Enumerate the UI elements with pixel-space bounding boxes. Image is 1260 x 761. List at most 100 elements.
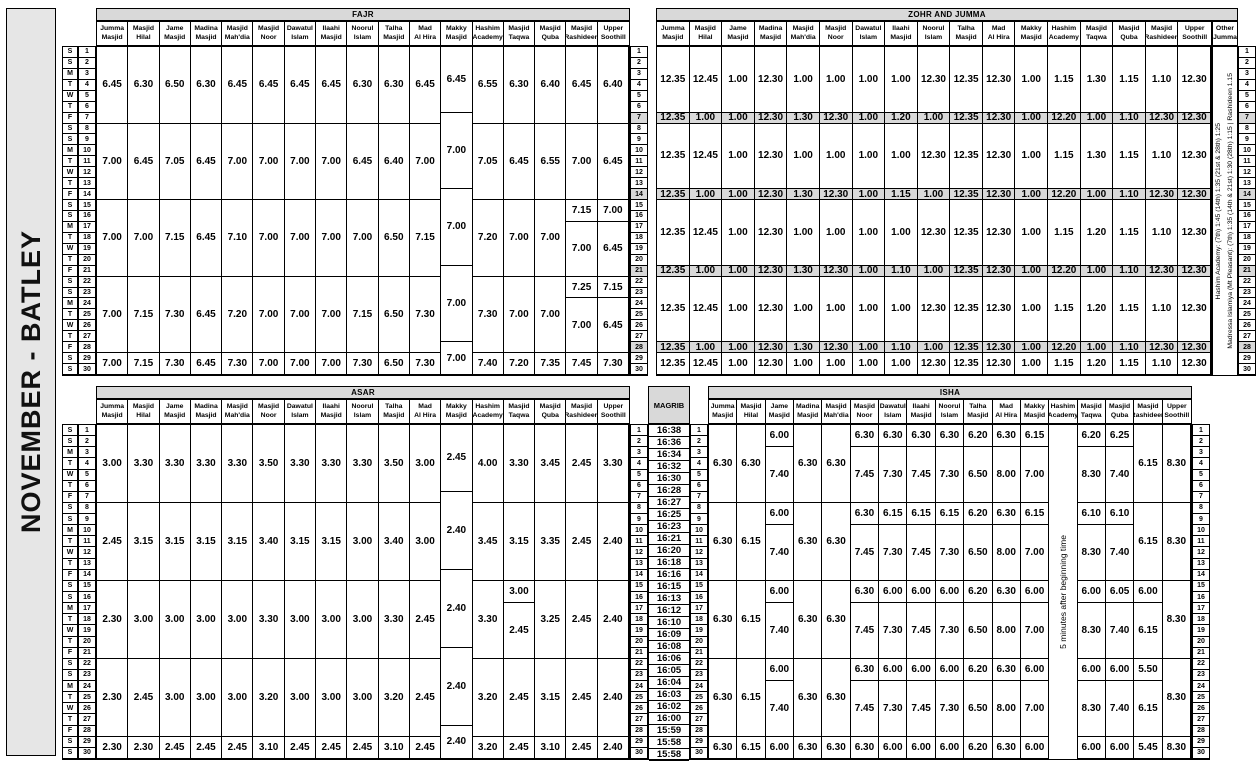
time-cell: 7.30	[935, 525, 965, 581]
time-cell: 7.00	[566, 221, 598, 277]
time-cell: 12.20	[1048, 342, 1081, 354]
time-cell: 1.00	[689, 112, 723, 124]
time-cell: 6.00	[879, 736, 908, 759]
time-cell: 1.00	[819, 123, 853, 190]
day-number: 4	[631, 458, 647, 470]
time-cell: 6.00	[879, 580, 908, 604]
day-number: 8	[631, 503, 647, 515]
time-cell: 7.15	[128, 276, 160, 354]
time-cell: 1.15	[1113, 276, 1146, 343]
day-number: 22	[79, 277, 95, 288]
time-cell: 1.00	[917, 265, 951, 277]
day-number: 23	[691, 670, 707, 682]
time-cell: 1.00	[722, 200, 755, 266]
time-cell: 6.00	[907, 658, 936, 682]
time-cell: 1.30	[787, 342, 820, 354]
time-cell: 1.00	[885, 200, 918, 266]
day-number: 16:06	[649, 653, 689, 665]
zohr-header-row: Jumma Masjid Masjid Hilal Jame Masjid Madina Ma…	[656, 21, 1212, 46]
day-number: 24	[631, 681, 647, 693]
time-cell: 2.40	[441, 569, 473, 648]
day-number: 26	[79, 320, 95, 332]
day-number: 4	[1193, 458, 1209, 470]
isha-right-day-number-column: 1 2 3 4 5 6 7 8 9 10 11 12 13 14 15 16 17 18 19 20 21 22 23 24 2…	[1192, 424, 1210, 760]
time-cell: 6.45	[347, 123, 379, 201]
time-cell: 12.35	[950, 112, 983, 124]
time-cell: 8.00	[992, 525, 1021, 581]
day-number: 5	[79, 470, 95, 481]
day-number: 16:08	[649, 641, 689, 653]
day-number: 16:13	[649, 593, 689, 605]
day-number: 16:25	[649, 509, 689, 521]
zohr-title-bar: ZOHR AND JUMMA	[656, 8, 1238, 21]
time-cell: 12.30	[1178, 265, 1211, 277]
time-cell: 2.45	[566, 580, 598, 659]
time-cell: 1.20	[885, 112, 918, 124]
time-cell: 2.40	[441, 647, 473, 726]
time-cell: 7.45	[850, 447, 880, 503]
time-cell: 7.15	[597, 276, 629, 299]
day-number: 15	[79, 200, 95, 211]
time-cell: 6.15	[1020, 502, 1050, 526]
day-number: 7	[631, 492, 647, 503]
day-number: 3	[1239, 69, 1255, 80]
time-cell: 2.45	[190, 736, 223, 759]
time-cell: 6.20	[964, 580, 993, 604]
time-cell: 7.45	[566, 353, 598, 375]
time-cell: 1.10	[1145, 123, 1179, 190]
time-cell: 7.00	[441, 112, 473, 190]
day-letter: T	[63, 255, 77, 266]
time-cell: 6.15	[1134, 603, 1163, 659]
time-cell: 3.30	[378, 580, 410, 659]
time-cell: 7.00	[253, 200, 285, 277]
day-number: 21	[631, 265, 647, 277]
time-cell: 12.30	[1178, 276, 1211, 343]
time-cell: 6.45	[566, 47, 598, 124]
day-number: 7	[631, 112, 647, 124]
column-header: Mad Al Hira	[410, 22, 442, 45]
time-cell: 6.45	[253, 47, 285, 124]
time-cell: 1.00	[689, 265, 723, 277]
day-number: 3	[631, 447, 647, 459]
time-cell: 12.30	[819, 112, 853, 124]
time-cell: 8.30	[1162, 425, 1191, 503]
day-number: 8	[1239, 124, 1255, 135]
time-cell: 2.45	[441, 425, 473, 492]
time-cell: 12.20	[1048, 112, 1081, 124]
time-cell: 7.00	[566, 298, 598, 354]
time-cell: 6.40	[535, 47, 567, 124]
time-cell: 7.30	[935, 603, 965, 659]
time-cell: 3.30	[253, 580, 285, 659]
time-cell: 12.30	[982, 123, 1016, 190]
time-cell: 7.45	[850, 525, 880, 581]
day-number: 16:03	[649, 689, 689, 701]
time-cell: 3.00	[284, 580, 317, 659]
time-cell: 7.15	[347, 276, 379, 354]
time-cell: 12.30	[1178, 112, 1211, 124]
day-number: 22	[1193, 659, 1209, 670]
column-header: Madina Masjid	[191, 400, 223, 423]
day-number: 15	[1193, 581, 1209, 592]
time-cell: 1.10	[1113, 265, 1146, 277]
day-number: 23	[79, 288, 95, 299]
day-number: 18	[79, 233, 95, 244]
day-letter: M	[63, 681, 77, 693]
time-cell: 7.00	[97, 123, 129, 201]
time-cell: 6.45	[503, 123, 536, 201]
time-cell: 1.15	[1113, 47, 1146, 113]
time-cell: 1.30	[787, 265, 820, 277]
column-header: Upper Soothill	[1164, 403, 1190, 419]
time-cell: 3.00	[347, 502, 379, 581]
day-number: 13	[1239, 178, 1255, 190]
time-cell: 3.00	[222, 580, 254, 659]
fajr-header-row: Jumma Masjid Masjid Hilal Jame Masjid Madina Ma…	[96, 21, 630, 46]
day-letter: M	[63, 222, 77, 233]
day-number: 21	[1239, 265, 1255, 277]
day-number: 16:20	[649, 545, 689, 557]
day-number: 27	[79, 714, 95, 726]
day-letter: F	[63, 492, 77, 503]
time-cell: 6.30	[709, 580, 738, 659]
asar-title-bar: ASAR	[96, 386, 630, 399]
day-number: 15	[79, 581, 95, 592]
time-cell: 1.00	[1080, 342, 1114, 354]
